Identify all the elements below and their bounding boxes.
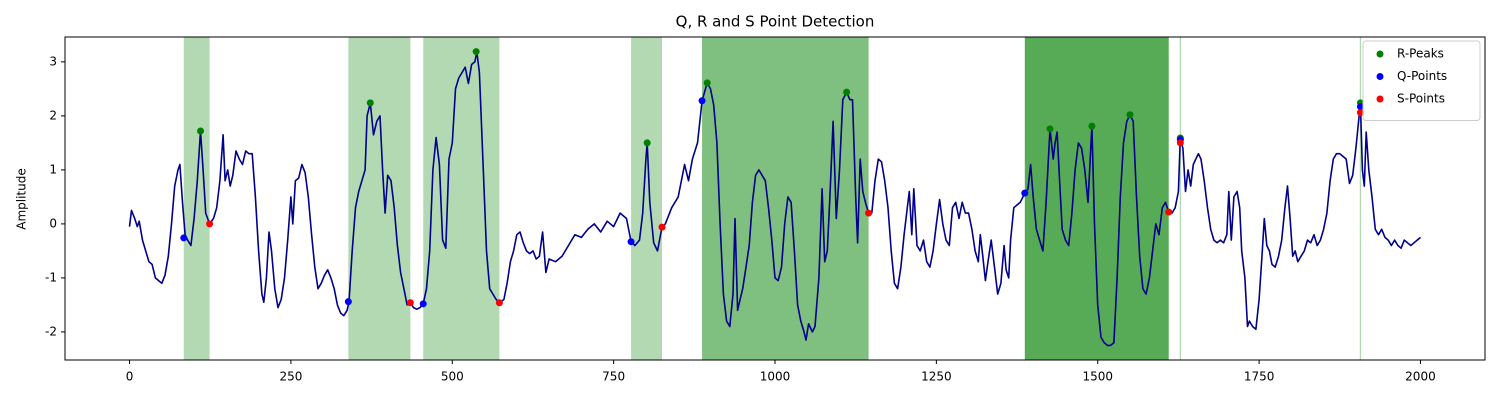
point [1088,122,1096,130]
y-tick-label: 3 [49,54,57,68]
highlight-span [348,37,411,360]
y-tick-label: 1 [49,162,57,176]
legend-marker [1376,95,1384,103]
x-tick-label: 1250 [921,370,952,384]
point [627,238,635,246]
point [658,223,666,231]
y-tick-label: -1 [45,270,57,284]
legend-marker [1376,50,1384,58]
y-tick-label: 2 [49,108,57,122]
x-tick-label: 750 [602,370,625,384]
point [698,97,706,105]
highlight-span [423,37,500,360]
x-tick-label: 500 [441,370,464,384]
point [1356,103,1364,111]
point [865,209,873,217]
y-tick-label: 0 [49,216,57,230]
x-tick-label: 1000 [760,370,791,384]
highlight-span [702,37,869,360]
point [472,48,480,56]
highlight-span [183,37,210,360]
x-tick-label: 0 [126,370,134,384]
point [1021,189,1029,197]
signal-line [128,50,1422,347]
point [206,220,214,228]
chart-title: Q, R and S Point Detection [676,13,875,31]
x-tick-label: 1750 [1244,370,1275,384]
highlight-span [1179,37,1181,360]
y-tick-label: -2 [45,324,57,338]
point [495,299,503,307]
legend-label: R-Peaks [1397,47,1444,61]
y-axis-label: Amplitude [15,168,29,230]
x-tick-label: 250 [279,370,302,384]
point [1176,139,1184,147]
point [180,234,188,242]
x-tick-label: 2000 [1405,370,1436,384]
point [843,88,851,96]
point [703,79,711,87]
highlight-span [1359,37,1362,360]
point [344,298,352,306]
legend-box [1362,40,1481,121]
legend-label: S-Points [1397,92,1445,106]
point [406,299,414,307]
point [1046,125,1054,133]
highlight-span [631,37,663,360]
point [197,127,205,135]
point [1126,111,1134,119]
point [1356,109,1364,117]
point [1165,208,1173,216]
point [366,99,374,107]
legend-marker [1376,73,1384,80]
point [643,139,651,147]
x-tick-label: 1500 [1082,370,1113,384]
point [419,300,427,308]
legend-label: Q-Points [1397,69,1447,83]
highlight-span [1024,37,1169,360]
